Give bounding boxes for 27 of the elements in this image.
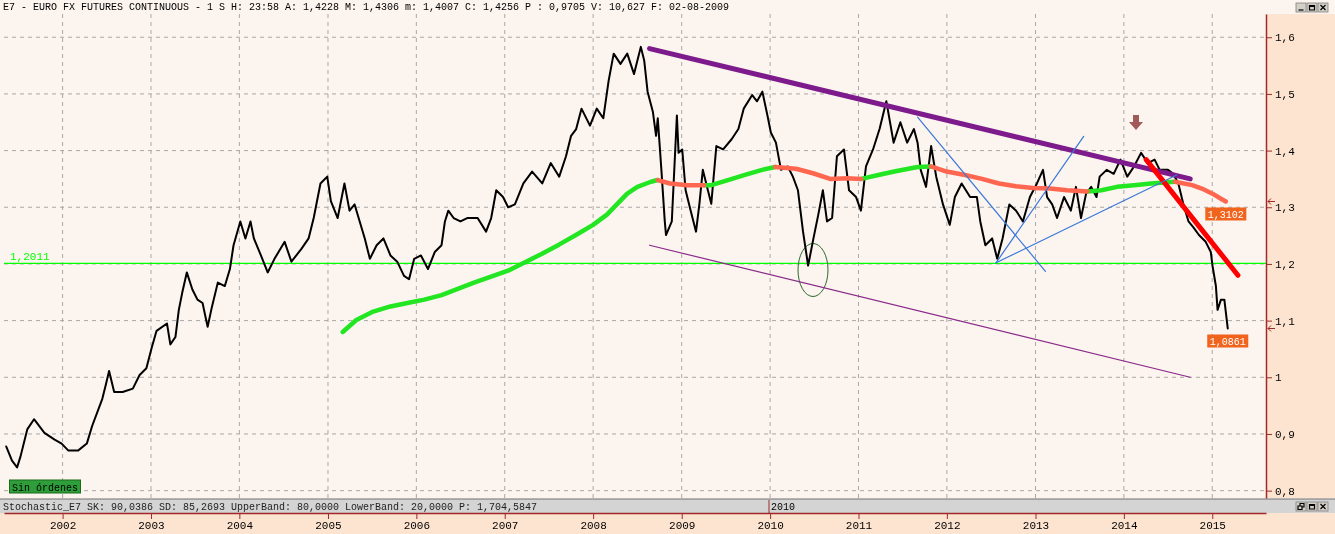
ref-line-label: 1,2011 <box>10 251 51 264</box>
x-tick-label: 2006 <box>403 519 431 532</box>
x-tick-label: 2002 <box>49 519 77 532</box>
x-tick-label: 2003 <box>138 519 165 532</box>
y-tick-label: 0,8 <box>1275 485 1295 498</box>
y-tick-label: 1,6 <box>1275 32 1295 45</box>
x-tick-label: 2005 <box>315 519 342 532</box>
y-tick-label: 1,3 <box>1275 202 1295 215</box>
y-tick-label: 0,9 <box>1275 428 1295 441</box>
y-tick-label: 1 <box>1275 372 1282 385</box>
chart-title: E7 - EURO FX FUTURES CONTINUOUS - 1 S H: 23:58 A: 1,4228 M: 1,4306 m: 1,4007 C: 1,4256 P : 0,9705 V: 10,627 F: 02-08-2009 <box>3 2 730 13</box>
y-tick-label: 1,4 <box>1275 145 1296 158</box>
x-tick-label: 2014 <box>1111 519 1138 532</box>
y-tick-label: 1,5 <box>1275 88 1295 101</box>
text: Stochastic_E7 SK: 90,0386 SD: 85,2693 UpperBand: 80,0000 LowerBand: 20,0000 P: 1,704,5847 <box>3 501 538 513</box>
x-tick-label: 2013 <box>1022 519 1050 532</box>
text: 2010 <box>771 501 796 513</box>
x-tick-label: 2008 <box>580 519 607 532</box>
x-tick-label: 2007 <box>492 519 519 532</box>
y-tick-label: 1,1 <box>1275 315 1296 328</box>
x-tick-label: 2011 <box>845 519 873 532</box>
x-tick-label: 2010 <box>757 519 784 532</box>
x-tick-label: 2004 <box>226 519 254 532</box>
x-tick-label: 2012 <box>934 519 961 532</box>
x-tick-label: 2015 <box>1199 519 1226 532</box>
y-tick-label: 1,2 <box>1275 258 1295 271</box>
x-tick-label: 2009 <box>669 519 696 532</box>
